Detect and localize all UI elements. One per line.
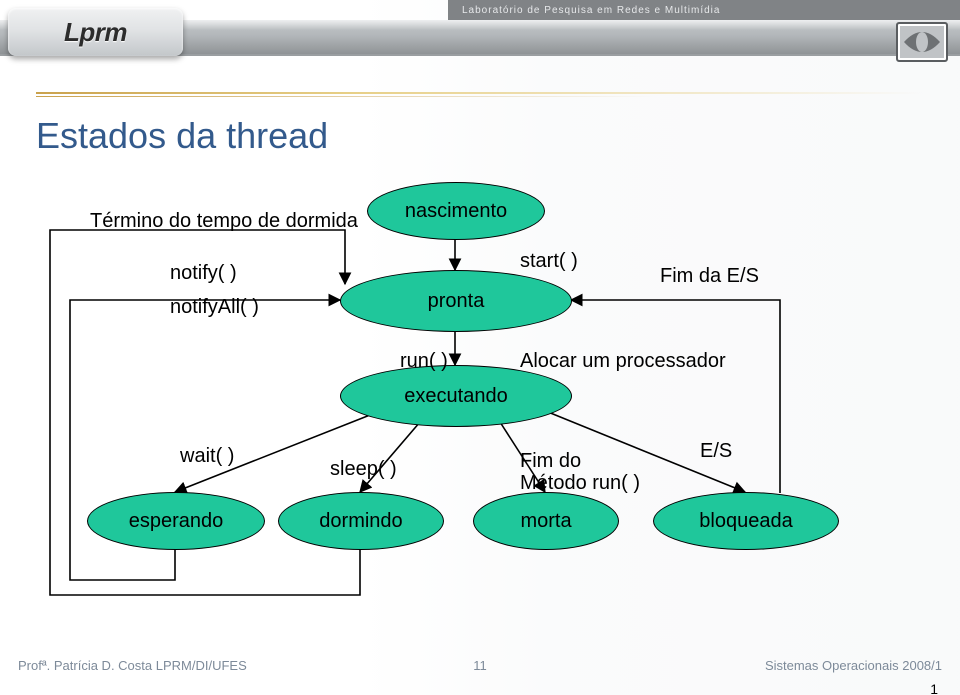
lprm-logo-text: Lprm	[64, 17, 127, 48]
state-executando: executando	[340, 365, 572, 427]
gold-divider	[36, 92, 924, 102]
edge-label: Método run( )	[520, 472, 640, 495]
edge-label: Fim da E/S	[660, 265, 759, 288]
state-morta: morta	[473, 492, 619, 550]
edge-label: sleep( )	[330, 458, 397, 481]
state-dormindo: dormindo	[278, 492, 444, 550]
edge-label: start( )	[520, 250, 578, 273]
lab-caption-text: Laboratório de Pesquisa em Redes e Multi…	[462, 5, 720, 16]
state-pronta: pronta	[340, 270, 572, 332]
edge-label: wait( )	[180, 445, 234, 468]
edge-label: Alocar um processador	[520, 350, 726, 373]
state-nascimento: nascimento	[367, 182, 545, 240]
slide: Laboratório de Pesquisa em Redes e Multi…	[0, 0, 960, 695]
state-esperando: esperando	[87, 492, 265, 550]
footer-right: Sistemas Operacionais 2008/1	[765, 658, 942, 673]
edge-label: E/S	[700, 440, 732, 463]
page-number: 1	[930, 681, 938, 695]
slide-footer: Profª. Patrícia D. Costa LPRM/DI/UFES 11…	[0, 649, 960, 685]
edge-label: notify( )	[170, 262, 237, 285]
lprm-logo: Lprm	[8, 8, 183, 56]
edge-label: Fim do	[520, 450, 581, 473]
slide-header: Laboratório de Pesquisa em Redes e Multi…	[0, 0, 960, 64]
edge-label: Término do tempo de dormida	[90, 210, 358, 233]
edge-sublabel: notifyAll( )	[170, 296, 259, 319]
ufes-badge-icon	[896, 22, 948, 62]
lab-caption: Laboratório de Pesquisa em Redes e Multi…	[448, 0, 960, 20]
edge-label: run( )	[400, 350, 448, 373]
background-gradient	[360, 0, 960, 695]
page-title: Estados da thread	[36, 115, 328, 157]
state-bloqueada: bloqueada	[653, 492, 839, 550]
